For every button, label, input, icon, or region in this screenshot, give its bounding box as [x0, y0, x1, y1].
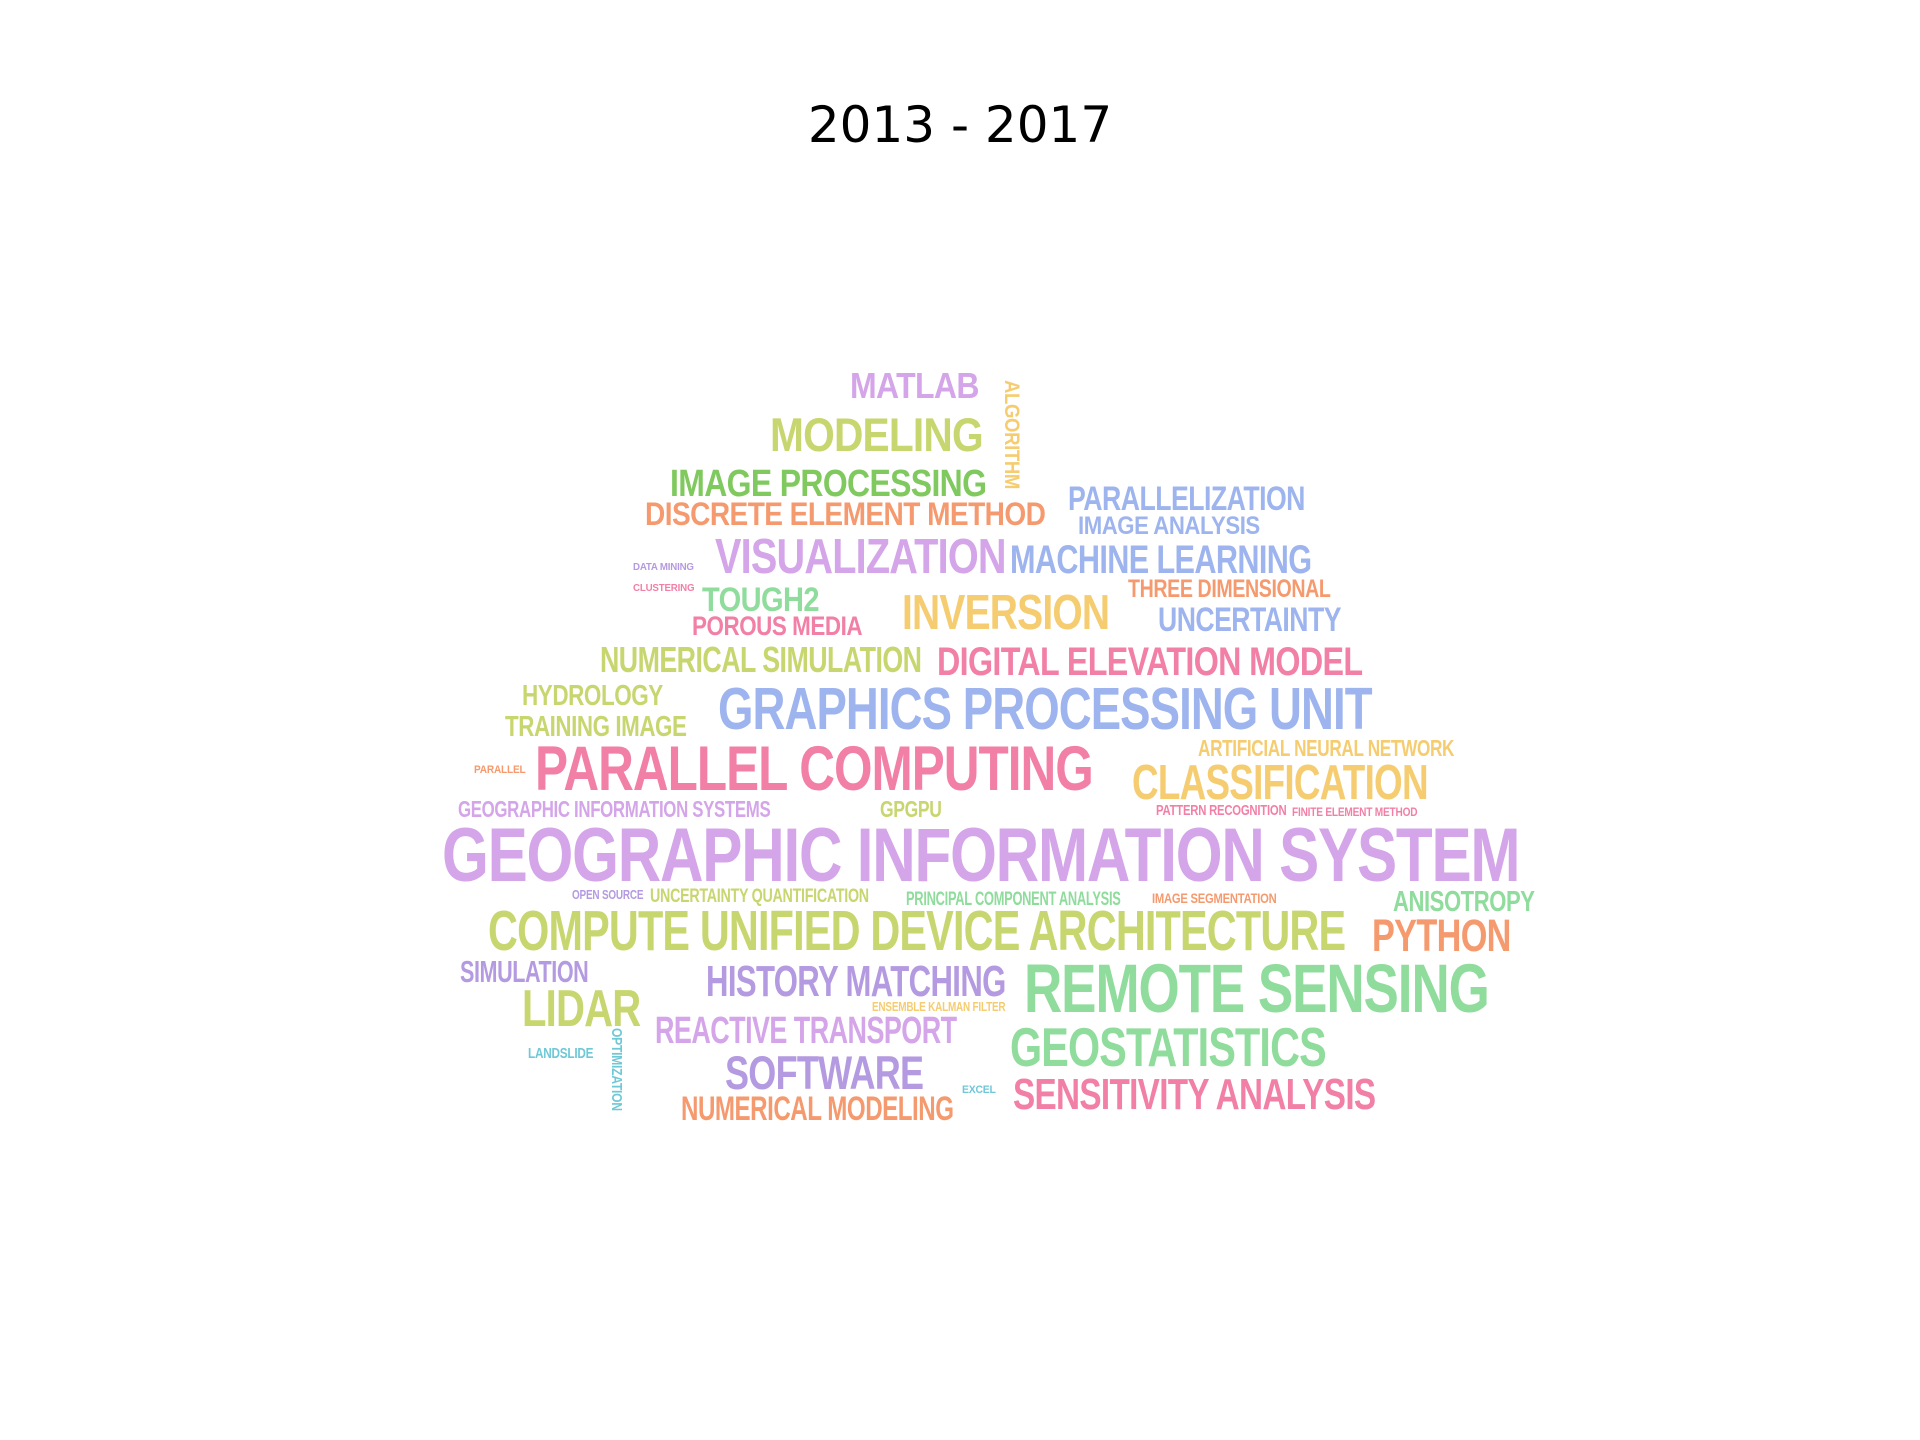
word-discrete-element-method: DISCRETE ELEMENT METHOD	[645, 496, 1046, 532]
word-inversion: INVERSION	[902, 585, 1110, 640]
word-porous-media: POROUS MEDIA	[692, 611, 863, 641]
word-simulation: SIMULATION	[460, 955, 589, 989]
word-three-dimensional: THREE DIMENSIONAL	[1128, 576, 1331, 603]
word-geographic-information-systems: GEOGRAPHIC INFORMATION SYSTEMS	[458, 796, 771, 822]
word-open-source: OPEN SOURCE	[572, 887, 644, 902]
word-data-mining: DATA MINING	[633, 562, 694, 573]
word-finite-element-method: FINITE ELEMENT METHOD	[1292, 805, 1418, 819]
word-artificial-neural-network: ARTIFICIAL NEURAL NETWORK	[1198, 735, 1455, 761]
word-training-image: TRAINING IMAGE	[505, 711, 687, 743]
word-image-analysis: IMAGE ANALYSIS	[1078, 513, 1260, 540]
word-optimization: OPTIMIZATION	[608, 1028, 626, 1111]
word-python: PYTHON	[1372, 910, 1511, 961]
word-compute-unified-device-architecture: COMPUTE UNIFIED DEVICE ARCHITECTURE	[488, 899, 1346, 963]
word-sensitivity-analysis: SENSITIVITY ANALYSIS	[1013, 1070, 1376, 1119]
word-digital-elevation-model: DIGITAL ELEVATION MODEL	[937, 640, 1363, 684]
word-tough2: TOUGH2	[702, 581, 820, 619]
word-anisotropy: ANISOTROPY	[1393, 886, 1535, 918]
word-geostatistics: GEOSTATISTICS	[1010, 1016, 1327, 1078]
word-excel: EXCEL	[962, 1084, 996, 1096]
word-geographic-information-system: GEOGRAPHIC INFORMATION SYSTEM	[442, 813, 1521, 898]
word-reactive-transport: REACTIVE TRANSPORT	[655, 1010, 957, 1052]
word-image-processing: IMAGE PROCESSING	[670, 463, 987, 505]
word-uncertainty: UNCERTAINTY	[1158, 601, 1341, 639]
word-clustering: CLUSTERING	[633, 583, 695, 594]
word-machine-learning: MACHINE LEARNING	[1010, 538, 1312, 582]
word-parallelization: PARALLELIZATION	[1068, 480, 1305, 518]
word-history-matching: HISTORY MATCHING	[706, 957, 1006, 1006]
word-modeling: MODELING	[770, 409, 984, 462]
word-pattern-recognition: PATTERN RECOGNITION	[1156, 802, 1287, 819]
word-hydrology: HYDROLOGY	[522, 680, 663, 712]
word-ensemble-kalman-filter: ENSEMBLE KALMAN FILTER	[872, 999, 1006, 1014]
word-principal-component-analysis: PRINCIPAL COMPONENT ANALYSIS	[906, 889, 1121, 910]
word-matlab: MATLAB	[850, 365, 979, 406]
word-parallel-computing: PARALLEL COMPUTING	[535, 734, 1094, 804]
word-algorithm: ALGORITHM	[999, 380, 1023, 489]
word-classification: CLASSIFICATION	[1132, 755, 1429, 810]
word-graphics-processing-unit: GRAPHICS PROCESSING UNIT	[718, 677, 1373, 742]
word-software: SOFTWARE	[725, 1047, 924, 1100]
word-visualization: VISUALIZATION	[715, 529, 1007, 584]
word-remote-sensing: REMOTE SENSING	[1024, 951, 1490, 1027]
word-landslide: LANDSLIDE	[528, 1045, 594, 1062]
chart-title: 2013 - 2017	[807, 96, 1113, 154]
word-uncertainty-quantification: UNCERTAINTY QUANTIFICATION	[650, 886, 869, 907]
word-parallel: PARALLEL	[474, 764, 526, 776]
word-numerical-modeling: NUMERICAL MODELING	[681, 1090, 954, 1128]
word-image-segmentation: IMAGE SEGMENTATION	[1152, 891, 1277, 907]
word-lidar: LIDAR	[522, 980, 641, 1038]
word-numerical-simulation: NUMERICAL SIMULATION	[600, 639, 922, 680]
word-gpgpu: GPGPU	[880, 796, 942, 822]
